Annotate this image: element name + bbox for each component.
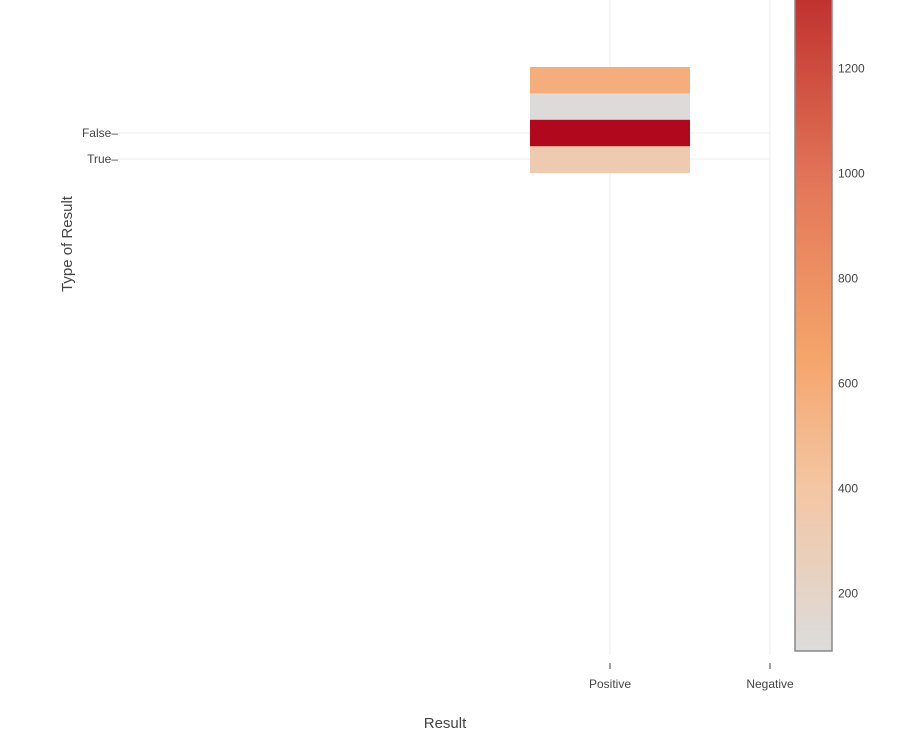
x-tick-label: Positive bbox=[589, 677, 631, 691]
x-tick-label: Negative bbox=[746, 677, 794, 691]
colorbar-tick-label: 1000 bbox=[838, 166, 865, 180]
colorbar-gradient bbox=[794, 0, 833, 652]
heatmap-cell bbox=[530, 146, 690, 173]
heatmap-cell bbox=[530, 93, 690, 121]
y-tick-label: True– bbox=[87, 152, 118, 166]
colorbar-tick-label: 200 bbox=[838, 586, 858, 600]
colorbar-tick-label: 600 bbox=[838, 376, 858, 390]
y-tick-label: False– bbox=[82, 126, 118, 140]
colorbar: 200 400 600 800 1000 1200 bbox=[794, 0, 865, 652]
colorbar-tick-label: 400 bbox=[838, 481, 858, 495]
y-axis: False– True– bbox=[82, 126, 118, 166]
x-axis: Positive Negative bbox=[589, 663, 794, 691]
heatmap-cell bbox=[530, 67, 690, 94]
colorbar-tick-label: 800 bbox=[838, 271, 858, 285]
heatmap-cell bbox=[530, 119, 690, 147]
y-axis-title: Type of Result bbox=[59, 195, 76, 292]
x-axis-title: Result bbox=[424, 715, 467, 732]
colorbar-tick-label: 1200 bbox=[838, 61, 865, 75]
heatmap-cells bbox=[530, 67, 690, 173]
colorbar-ticks: 200 400 600 800 1000 1200 bbox=[838, 61, 865, 600]
